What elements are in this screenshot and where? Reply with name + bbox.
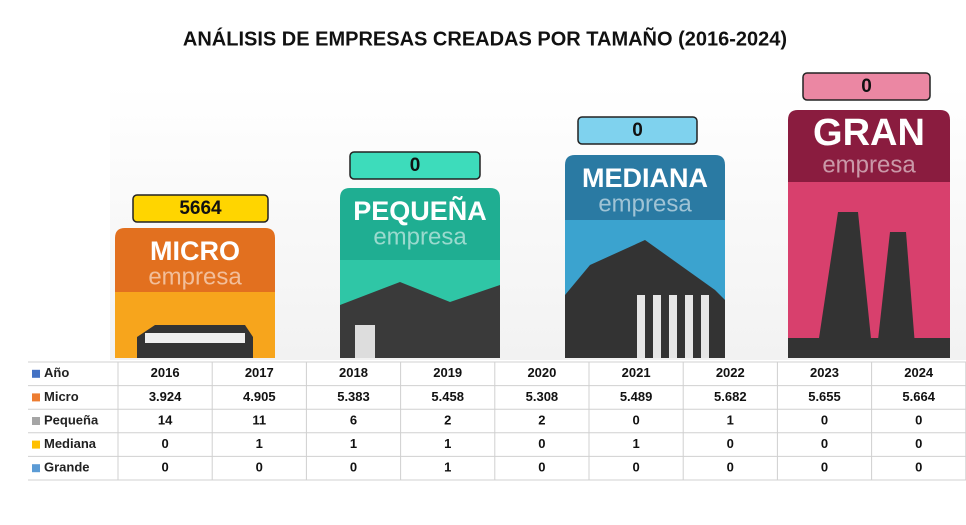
cell: 0 [538, 436, 545, 451]
cell: 3.924 [149, 389, 182, 404]
cell: 2024 [904, 365, 934, 380]
cell: 0 [161, 460, 168, 475]
window [653, 295, 661, 358]
cell: 0 [256, 460, 263, 475]
cell: 2019 [433, 365, 462, 380]
cell: 0 [821, 412, 828, 427]
cell: 2021 [622, 365, 651, 380]
card-name: MEDIANA [582, 163, 708, 193]
cell: 4.905 [243, 389, 276, 404]
cell: 0 [821, 460, 828, 475]
card-subtitle: empresa [148, 263, 242, 290]
cell: 2 [538, 412, 545, 427]
legend-swatch [32, 417, 40, 425]
cell: 2022 [716, 365, 745, 380]
cell: 0 [350, 460, 357, 475]
row-label: Año [44, 365, 69, 380]
page: ANÁLISIS DE EMPRESAS CREADAS POR TAMAÑO … [0, 0, 966, 525]
cell: 1 [350, 436, 357, 451]
title: ANÁLISIS DE EMPRESAS CREADAS POR TAMAÑO … [183, 27, 787, 50]
legend-swatch [32, 464, 40, 472]
row-label: Pequeña [44, 412, 99, 427]
cell: 2018 [339, 365, 368, 380]
cell: 1 [256, 436, 263, 451]
factory-base [788, 338, 950, 358]
cell: 0 [632, 460, 639, 475]
cell: 1 [444, 460, 451, 475]
cell: 0 [915, 436, 922, 451]
badge-value: 5664 [179, 198, 222, 219]
card-subtitle: empresa [598, 190, 692, 217]
cell: 0 [821, 436, 828, 451]
cell: 1 [444, 436, 451, 451]
legend-swatch [32, 441, 40, 449]
cell: 5.383 [337, 389, 370, 404]
window [637, 295, 645, 358]
cell: 0 [538, 460, 545, 475]
cell: 1 [727, 412, 734, 427]
cell: 5.458 [431, 389, 464, 404]
card-name: MICRO [150, 236, 240, 266]
cell: 0 [632, 412, 639, 427]
legend-swatch [32, 393, 40, 401]
window [701, 295, 709, 358]
cell: 14 [158, 412, 173, 427]
cell: 11 [252, 412, 266, 427]
cell: 2016 [151, 365, 180, 380]
cell: 0 [727, 436, 734, 451]
cell: 2020 [527, 365, 556, 380]
cell: 0 [915, 412, 922, 427]
card-subtitle: empresa [373, 223, 467, 250]
cell: 0 [161, 436, 168, 451]
cell: 6 [350, 412, 357, 427]
card-name: PEQUEÑA [353, 195, 487, 226]
window [669, 295, 677, 358]
window [355, 325, 375, 358]
cell: 5.489 [620, 389, 653, 404]
cell: 2023 [810, 365, 839, 380]
cell: 1 [632, 436, 639, 451]
cell: 2 [444, 412, 451, 427]
badge-value: 0 [861, 76, 872, 97]
row-label: Micro [44, 389, 79, 404]
cell: 0 [727, 460, 734, 475]
cell: 0 [915, 460, 922, 475]
cell: 5.682 [714, 389, 747, 404]
card-subtitle: empresa [822, 151, 916, 178]
awning [145, 333, 245, 343]
window [685, 295, 693, 358]
cell: 2017 [245, 365, 274, 380]
badge-value: 0 [410, 155, 421, 176]
row-label: Mediana [44, 436, 97, 451]
card-name: GRAN [813, 112, 925, 154]
cell: 5.655 [808, 389, 841, 404]
cell: 5.664 [902, 389, 935, 404]
cell: 5.308 [526, 389, 559, 404]
badge-value: 0 [632, 120, 643, 141]
legend-swatch [32, 370, 40, 378]
row-label: Grande [44, 460, 90, 475]
